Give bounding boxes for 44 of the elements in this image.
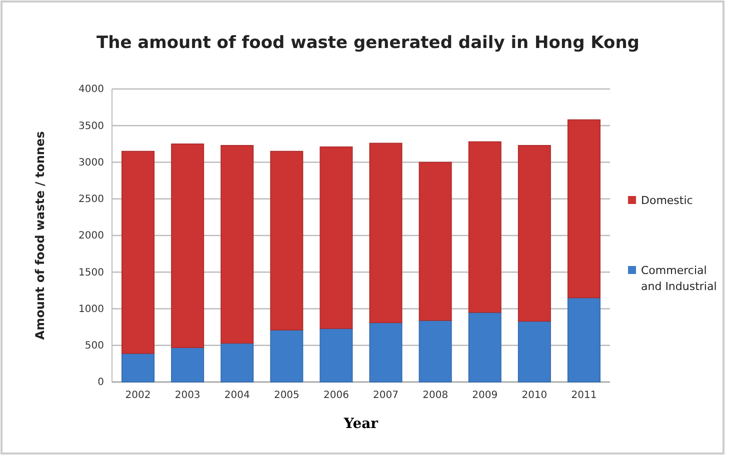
- bar: [320, 328, 353, 382]
- legend-label: Domestic: [641, 194, 693, 207]
- chart-title: The amount of food waste generated daily in Hong Kong: [96, 33, 640, 53]
- bar: [270, 330, 304, 382]
- bar: [418, 162, 452, 321]
- y-tick-label: 4000: [78, 84, 104, 96]
- y-tick-label: 2000: [78, 230, 104, 242]
- y-tick-label: 3000: [78, 157, 104, 168]
- x-axis-title: Year: [342, 416, 379, 432]
- y-tick-label: 1500: [78, 267, 104, 278]
- bar: [122, 150, 155, 354]
- x-tick-label: 2010: [522, 390, 548, 402]
- x-tick-label: 2004: [224, 390, 250, 402]
- bar: [518, 145, 551, 322]
- bar: [220, 145, 254, 344]
- bar: [369, 322, 402, 382]
- x-tick-label: 2006: [323, 390, 349, 402]
- x-tick-label: 2011: [571, 390, 597, 402]
- bar: [567, 297, 600, 382]
- y-tick-label: 500: [84, 340, 104, 352]
- bar: [518, 320, 551, 382]
- y-tick-label: 2500: [78, 194, 104, 206]
- bar: [122, 353, 155, 382]
- bar: [270, 150, 304, 330]
- y-tick-label: 3500: [78, 120, 104, 132]
- bar: [418, 320, 452, 382]
- bar: [171, 144, 204, 348]
- bar: [369, 142, 402, 324]
- x-tick-label: 2009: [472, 390, 498, 402]
- x-tick-label: 2005: [274, 390, 300, 402]
- bar: [320, 146, 353, 329]
- x-tick-label: 2008: [422, 390, 448, 402]
- bar: [468, 312, 502, 382]
- bar: [567, 119, 600, 298]
- bar: [171, 347, 204, 382]
- bar: [220, 342, 254, 382]
- x-tick-label: 2003: [174, 390, 200, 402]
- legend-label: Commercial and Industrial: [641, 264, 717, 293]
- y-tick-label: 0: [98, 377, 104, 388]
- bar: [468, 141, 502, 313]
- x-tick-label: 2007: [373, 390, 399, 402]
- y-tick-label: 1000: [78, 304, 104, 315]
- x-tick-label: 2002: [125, 390, 151, 402]
- y-axis-title: Amount of food waste / tonnes: [33, 131, 47, 340]
